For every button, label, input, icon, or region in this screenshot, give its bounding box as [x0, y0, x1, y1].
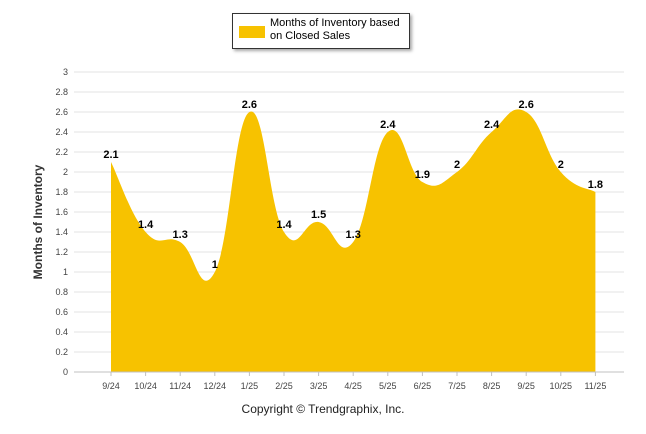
data-label: 2: [558, 159, 564, 171]
legend-swatch: [239, 26, 265, 38]
area-series: [111, 109, 596, 372]
y-tick-label: 1.8: [55, 187, 68, 197]
y-tick-label: 0: [63, 367, 68, 377]
legend-label: Months of Inventory based on Closed Sale…: [270, 17, 400, 42]
y-axis-title: Months of Inventory: [31, 164, 45, 279]
y-tick-label: 1.2: [55, 247, 68, 257]
x-tick-label: 10/25: [550, 381, 573, 391]
data-label: 1.3: [346, 229, 361, 241]
x-tick-label: 10/24: [134, 381, 157, 391]
x-tick-label: 11/24: [169, 381, 191, 391]
data-label: 2.6: [519, 99, 534, 111]
x-tick-label: 1/25: [241, 381, 259, 391]
x-tick-label: 2/25: [275, 381, 293, 391]
data-label: 1.8: [588, 179, 603, 191]
y-axis-ticks: 0 0.2 0.4 0.6 0.8 1 1.2 1.4 1.6 1.8 2 2.2 2.4 2.6 2.8 3: [55, 67, 68, 377]
data-label: 2.4: [484, 119, 500, 131]
x-axis-ticks: 9/24 10/24 11/24 12/24 1/25 2/25 3/25 4/25 5/25 6…: [102, 372, 606, 391]
x-tick-label: 11/25: [584, 381, 606, 391]
x-tick-label: 4/25: [344, 381, 362, 391]
data-label: 1.3: [173, 229, 188, 241]
copyright-text: Copyright © Trendgraphix, Inc.: [241, 402, 405, 416]
x-tick-label: 8/25: [483, 381, 501, 391]
x-tick-label: 12/24: [204, 381, 227, 391]
y-tick-label: 2.4: [55, 127, 68, 137]
data-label: 2.1: [103, 149, 118, 161]
y-tick-label: 1: [63, 267, 68, 277]
data-label: 1.9: [415, 169, 430, 181]
data-label: 2: [454, 159, 460, 171]
y-tick-label: 2.2: [55, 147, 68, 157]
y-tick-label: 0.8: [55, 287, 68, 297]
data-label: 1.5: [311, 209, 326, 221]
x-tick-label: 3/25: [310, 381, 328, 391]
y-tick-label: 2.8: [55, 87, 68, 97]
y-tick-label: 0.2: [55, 347, 68, 357]
y-tick-label: 0.4: [55, 327, 68, 337]
data-label: 2.4: [380, 119, 396, 131]
y-tick-label: 1.4: [55, 227, 68, 237]
y-tick-label: 0.6: [55, 307, 68, 317]
y-tick-label: 3: [63, 67, 68, 77]
data-label: 1.4: [276, 219, 292, 231]
data-labels: 2.1 1.4 1.3 1 2.6 1.4 1.5 1.3 2.4 1.9 2 2.4 2.6 2 1.8: [103, 99, 603, 271]
x-tick-label: 6/25: [414, 381, 432, 391]
legend[interactable]: Months of Inventory based on Closed Sale…: [232, 13, 410, 49]
y-tick-label: 2.6: [55, 107, 68, 117]
data-label: 1.4: [138, 219, 154, 231]
x-tick-label: 9/24: [102, 381, 120, 391]
y-tick-label: 2: [63, 167, 68, 177]
x-tick-label: 5/25: [379, 381, 397, 391]
x-tick-label: 9/25: [517, 381, 535, 391]
x-tick-label: 7/25: [448, 381, 466, 391]
data-label: 1: [212, 259, 218, 271]
data-label: 2.6: [242, 99, 257, 111]
y-tick-label: 1.6: [55, 207, 68, 217]
